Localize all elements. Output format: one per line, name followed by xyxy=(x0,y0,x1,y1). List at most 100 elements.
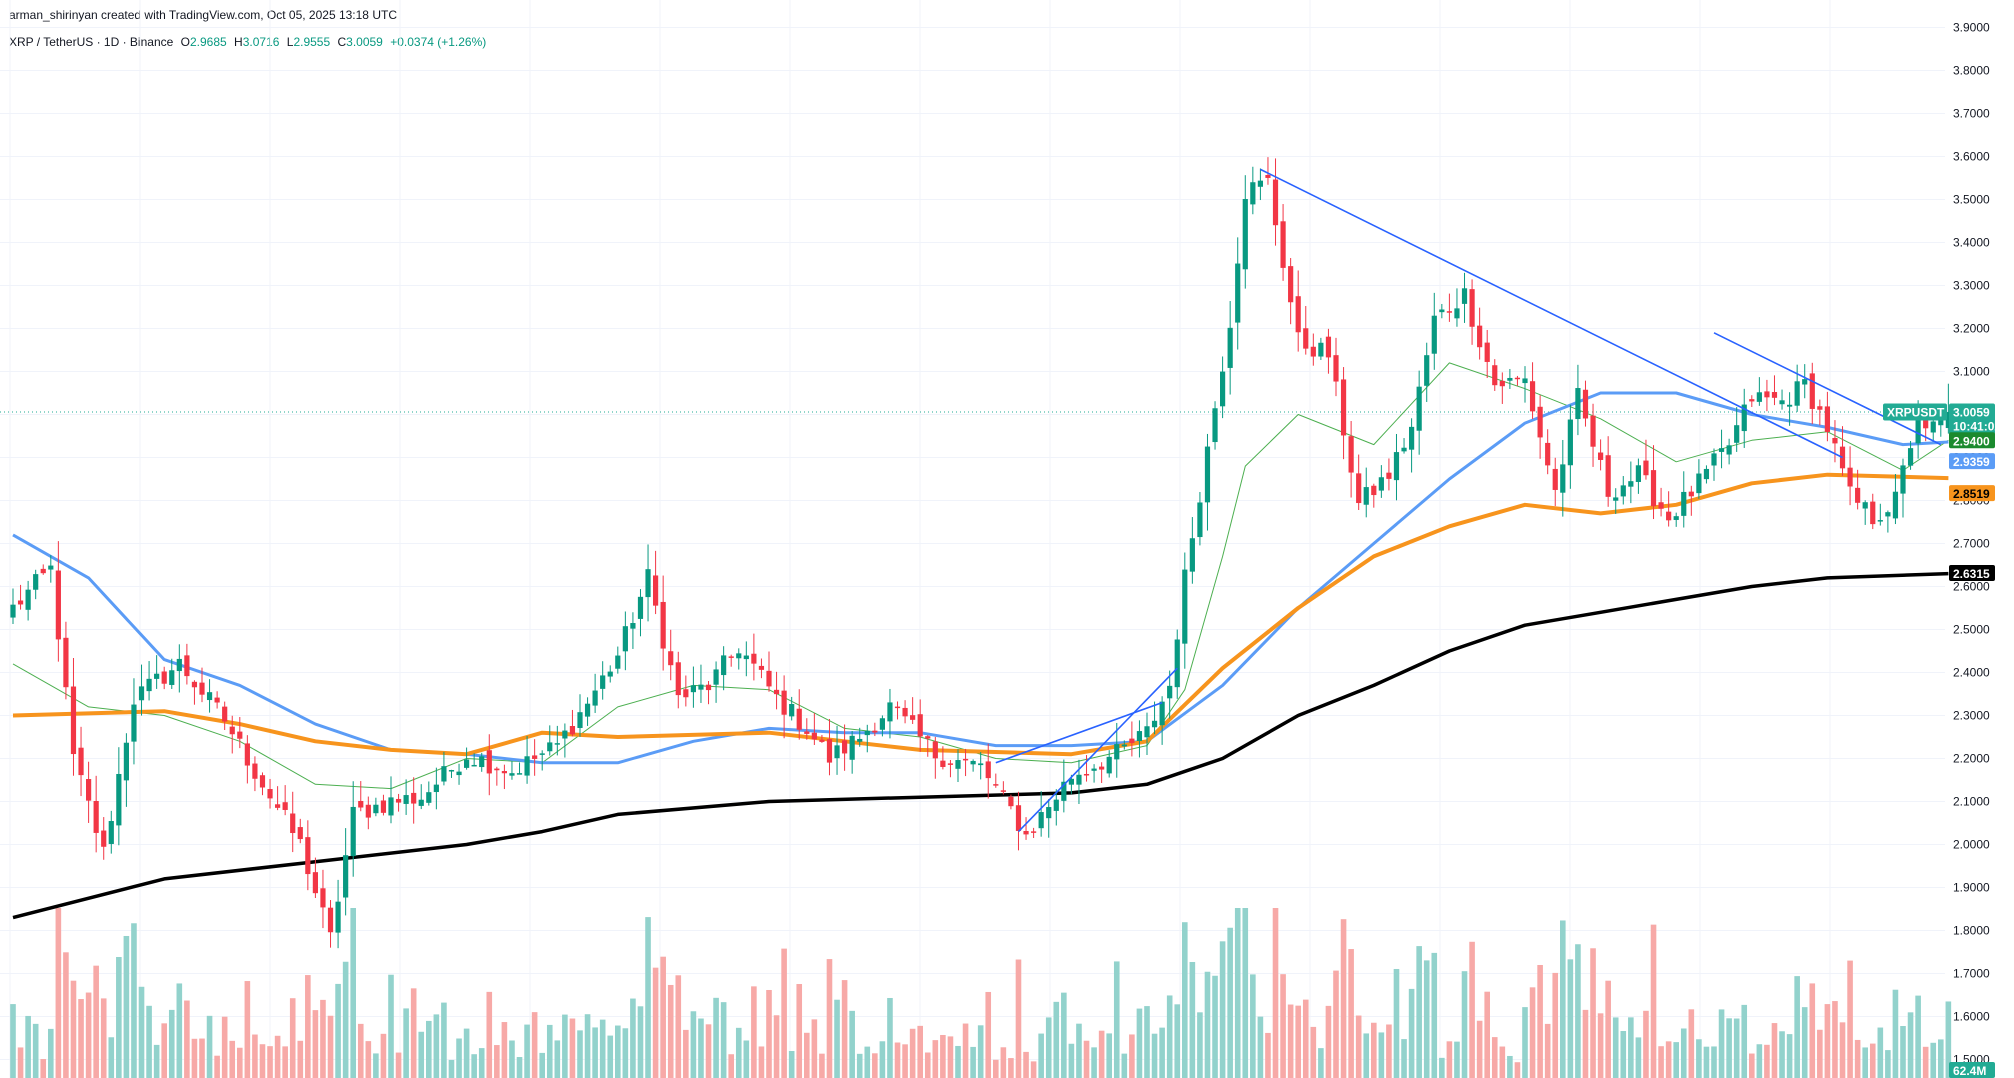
candle-body[interactable] xyxy=(683,689,689,698)
candle-body[interactable] xyxy=(1749,399,1755,402)
candle-body[interactable] xyxy=(940,760,946,767)
candle-body[interactable] xyxy=(290,813,296,834)
candle-body[interactable] xyxy=(1318,342,1324,357)
candle-body[interactable] xyxy=(705,684,712,691)
candle-body[interactable] xyxy=(1529,381,1536,412)
candle-body[interactable] xyxy=(1718,448,1725,452)
candle-body[interactable] xyxy=(1741,404,1747,432)
candle-body[interactable] xyxy=(1386,472,1392,479)
candle-body[interactable] xyxy=(819,739,825,742)
candle-body[interactable] xyxy=(1832,437,1838,444)
candle-body[interactable] xyxy=(441,766,447,782)
candle-body[interactable] xyxy=(237,731,243,739)
candle-body[interactable] xyxy=(17,600,24,605)
candle-body[interactable] xyxy=(275,804,281,808)
candle-body[interactable] xyxy=(1288,266,1294,303)
candle-body[interactable] xyxy=(962,758,969,761)
candle-body[interactable] xyxy=(1711,453,1717,466)
candle-body[interactable] xyxy=(1900,465,1906,494)
candle-body[interactable] xyxy=(380,800,387,813)
candle-body[interactable] xyxy=(910,715,916,720)
candle-body[interactable] xyxy=(1257,180,1263,187)
candle-body[interactable] xyxy=(282,802,288,810)
candle-body[interactable] xyxy=(1204,446,1211,503)
candle-body[interactable] xyxy=(1802,379,1808,385)
candle-body[interactable] xyxy=(1416,386,1422,431)
candle-body[interactable] xyxy=(758,665,765,670)
candle-body[interactable] xyxy=(1477,325,1483,348)
candle-body[interactable] xyxy=(653,575,659,606)
candle-body[interactable] xyxy=(1726,445,1732,455)
candle-body[interactable] xyxy=(116,773,122,826)
candle-body[interactable] xyxy=(365,804,371,818)
candle-body[interactable] xyxy=(660,601,666,649)
candle-body[interactable] xyxy=(1371,485,1377,496)
candle-body[interactable] xyxy=(1114,744,1120,760)
candle-body[interactable] xyxy=(849,735,855,760)
candle-body[interactable] xyxy=(584,703,591,717)
candle-body[interactable] xyxy=(252,763,258,779)
candle-body[interactable] xyxy=(804,731,810,734)
trendline[interactable] xyxy=(1713,332,1942,446)
candle-body[interactable] xyxy=(721,655,727,676)
candle-body[interactable] xyxy=(796,708,802,730)
candle-body[interactable] xyxy=(736,653,742,659)
candle-body[interactable] xyxy=(645,569,651,598)
candle-body[interactable] xyxy=(191,681,198,688)
candle-body[interactable] xyxy=(1620,485,1626,497)
candle-body[interactable] xyxy=(842,740,848,754)
candle-body[interactable] xyxy=(1514,377,1521,380)
candle-body[interactable] xyxy=(1144,726,1150,738)
candle-body[interactable] xyxy=(1393,452,1400,481)
candle-body[interactable] xyxy=(395,798,402,803)
candle-body[interactable] xyxy=(879,718,885,730)
candle-body[interactable] xyxy=(1212,408,1218,443)
candle-body[interactable] xyxy=(1809,373,1815,409)
candle-body[interactable] xyxy=(1847,467,1853,487)
candle-body[interactable] xyxy=(1885,512,1891,517)
candle-body[interactable] xyxy=(1605,455,1611,497)
candle-body[interactable] xyxy=(1507,377,1513,381)
candle-body[interactable] xyxy=(1333,355,1339,382)
candle-body[interactable] xyxy=(471,764,477,767)
candle-body[interactable] xyxy=(1340,379,1347,436)
candle-body[interactable] xyxy=(1613,497,1619,501)
candle-body[interactable] xyxy=(411,792,417,804)
candle-body[interactable] xyxy=(516,773,523,775)
symbol-legend[interactable]: XRP / TetherUS · 1D · Binance O2.9685 H3… xyxy=(9,35,490,49)
candle-body[interactable] xyxy=(1484,342,1490,362)
candle-body[interactable] xyxy=(1121,744,1127,747)
candle-body[interactable] xyxy=(1945,411,1951,429)
candle-body[interactable] xyxy=(1220,371,1226,407)
candle-body[interactable] xyxy=(864,730,870,736)
candle-body[interactable] xyxy=(713,669,719,685)
candle-body[interactable] xyxy=(10,604,16,618)
candlesticks[interactable] xyxy=(10,157,1951,949)
candle-body[interactable] xyxy=(1106,756,1112,774)
candle-body[interactable] xyxy=(1310,346,1316,357)
candle-body[interactable] xyxy=(1363,487,1369,505)
candle-body[interactable] xyxy=(1771,392,1778,398)
candle-body[interactable] xyxy=(509,773,515,776)
candle-body[interactable] xyxy=(1167,685,1173,699)
candle-body[interactable] xyxy=(1560,464,1566,493)
candle-body[interactable] xyxy=(1779,400,1785,405)
candle-body[interactable] xyxy=(40,568,46,574)
candle-body[interactable] xyxy=(1469,289,1475,327)
candle-body[interactable] xyxy=(985,761,991,779)
candle-body[interactable] xyxy=(1159,701,1165,726)
candle-body[interactable] xyxy=(433,784,439,793)
candle-body[interactable] xyxy=(1537,406,1543,438)
candle-body[interactable] xyxy=(1545,442,1551,466)
candle-body[interactable] xyxy=(373,804,379,814)
candle-body[interactable] xyxy=(229,726,235,735)
candle-body[interactable] xyxy=(1635,465,1641,482)
candle-body[interactable] xyxy=(1703,468,1710,480)
candle-body[interactable] xyxy=(1242,198,1248,270)
candle-body[interactable] xyxy=(1265,174,1271,178)
candle-body[interactable] xyxy=(887,702,893,722)
candle-body[interactable] xyxy=(1824,406,1830,432)
candle-body[interactable] xyxy=(554,743,560,745)
candle-body[interactable] xyxy=(78,747,84,776)
